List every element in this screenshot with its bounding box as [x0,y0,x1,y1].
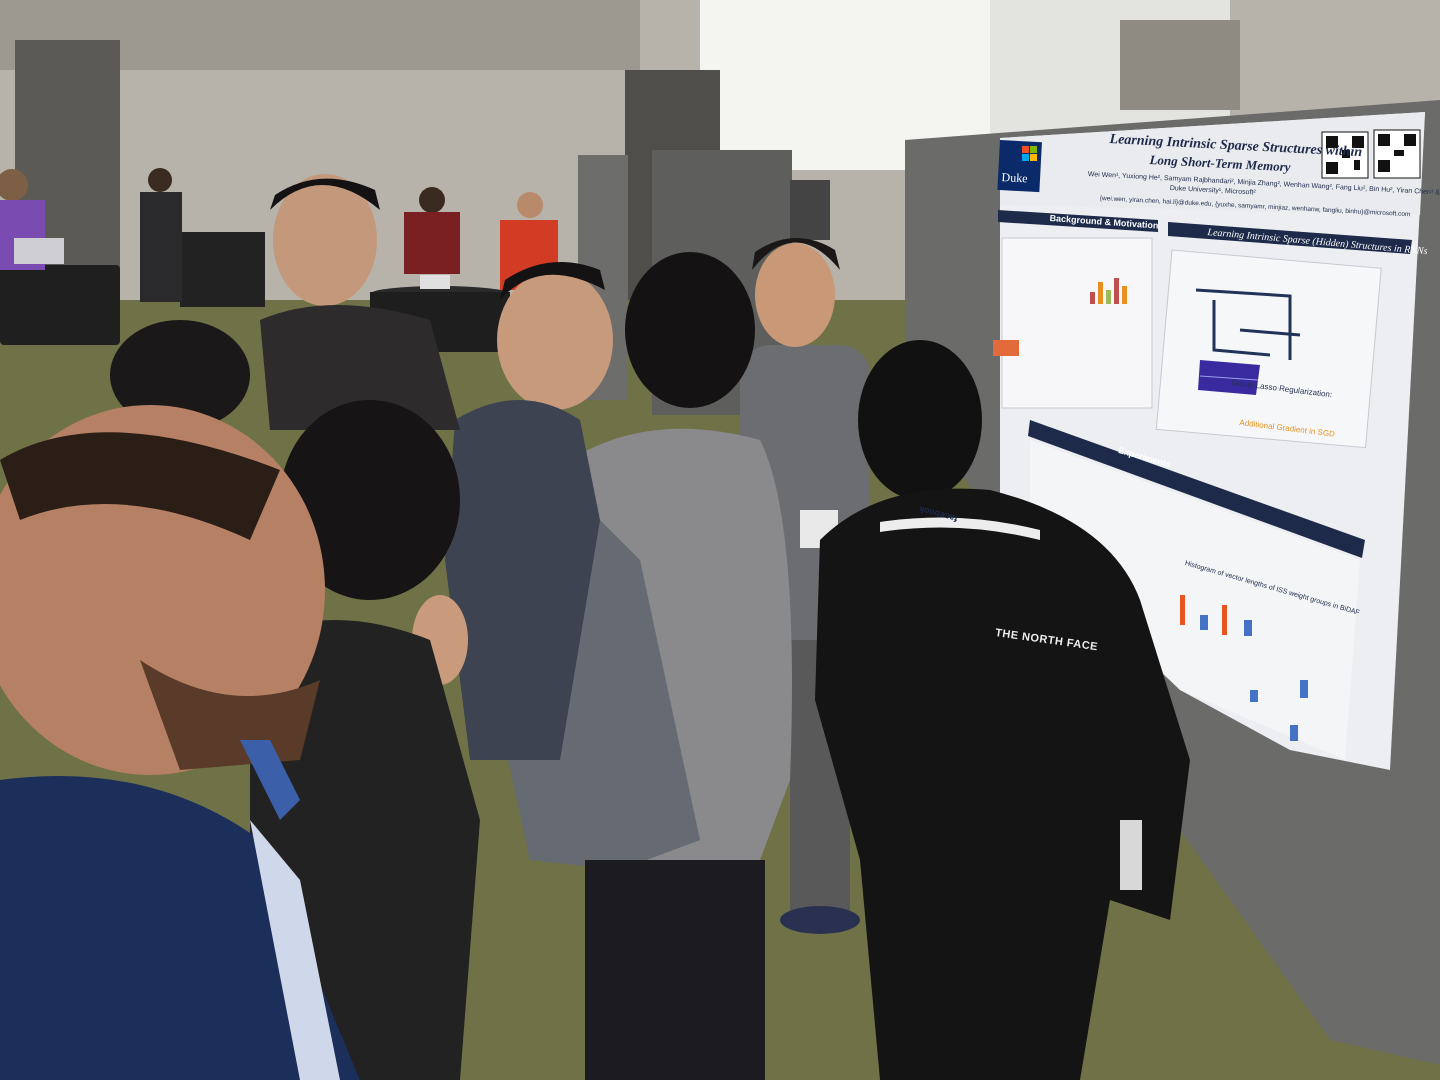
experiments-panel [1030,440,1360,760]
bg-board-3 [790,180,830,240]
bg-person-3 [404,187,460,274]
qr-code-2 [1373,129,1421,179]
bg-table-1 [0,265,120,345]
section-bar-background [998,210,1158,232]
poster-header [1000,112,1425,215]
histogram-figures [1180,595,1308,741]
matrix-grid-line [1199,375,1259,381]
bg-person-2 [140,168,182,302]
microsoft-logo [1022,146,1037,161]
person-bearded-foreground [0,405,360,1080]
lanyard [250,820,340,1080]
person-plaid-shirt [445,262,613,760]
person-tall-glasses [260,174,460,430]
iss-panel [1155,249,1382,449]
bg-table-2 [180,232,265,307]
duke-logo: Duke [1001,170,1028,186]
lstm-diagram [1195,288,1301,360]
motivation-panel [1001,237,1153,409]
white-lanyard [880,517,1040,540]
orange-callout [993,340,1019,356]
section-bar-iss [1168,222,1412,254]
qr-code-1 [1321,131,1369,179]
blue-strap [240,740,300,820]
wall-panel [1120,20,1240,110]
duke-logo-box [997,139,1042,193]
laptop [14,238,64,264]
laptop-2 [420,275,450,289]
phone [1120,820,1142,890]
blue-hoodie [0,776,360,1080]
person-north-face-jacket [815,340,1190,1080]
section-bar-experiments [1028,420,1365,558]
person-dark-hair-left [110,320,250,430]
bar-chart-figure [1090,278,1127,304]
